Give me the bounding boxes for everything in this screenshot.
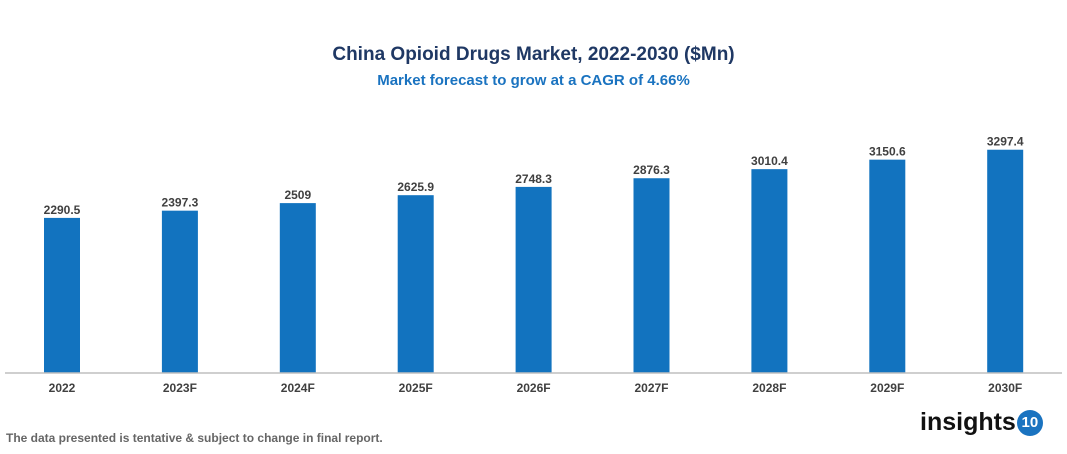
bar-2027F [633, 178, 670, 373]
bar-2028F [751, 169, 788, 373]
bar-2024F [279, 203, 316, 373]
data-label: 2748.3 [515, 172, 552, 186]
data-label: 2397.3 [162, 196, 199, 210]
footnote: The data presented is tentative & subjec… [6, 431, 383, 445]
data-label: 2509 [284, 188, 311, 202]
data-label: 3150.6 [869, 145, 906, 159]
bar-2029F [869, 159, 906, 373]
x-tick-label: 2027F [634, 381, 668, 395]
x-tick-label: 2023F [163, 381, 197, 395]
insights10-logo: insights 10 [920, 408, 1043, 437]
bar-2023F [161, 210, 198, 373]
x-tick-label: 2030F [988, 381, 1022, 395]
data-label: 2625.9 [397, 180, 434, 194]
x-tick-label: 2025F [399, 381, 433, 395]
logo-text: insights [920, 408, 1016, 436]
data-label: 2290.5 [44, 203, 81, 217]
bar-2025F [397, 195, 434, 373]
chart-subtitle: Market forecast to grow at a CAGR of 4.6… [377, 72, 690, 89]
x-tick-label: 2028F [752, 381, 786, 395]
x-tick-label: 2024F [281, 381, 315, 395]
data-label: 2876.3 [633, 163, 670, 177]
chart-title: China Opioid Drugs Market, 2022-2030 ($M… [332, 44, 735, 65]
data-label: 3010.4 [751, 154, 788, 168]
x-tick-label: 2029F [870, 381, 904, 395]
bar-2030F [987, 149, 1024, 373]
data-label: 3297.4 [987, 135, 1024, 149]
x-tick-label: 2022 [49, 381, 76, 395]
x-tick-label: 2026F [517, 381, 551, 395]
logo-badge: 10 [1016, 409, 1043, 436]
bar-2026F [515, 186, 552, 373]
bar-2022 [44, 217, 80, 373]
